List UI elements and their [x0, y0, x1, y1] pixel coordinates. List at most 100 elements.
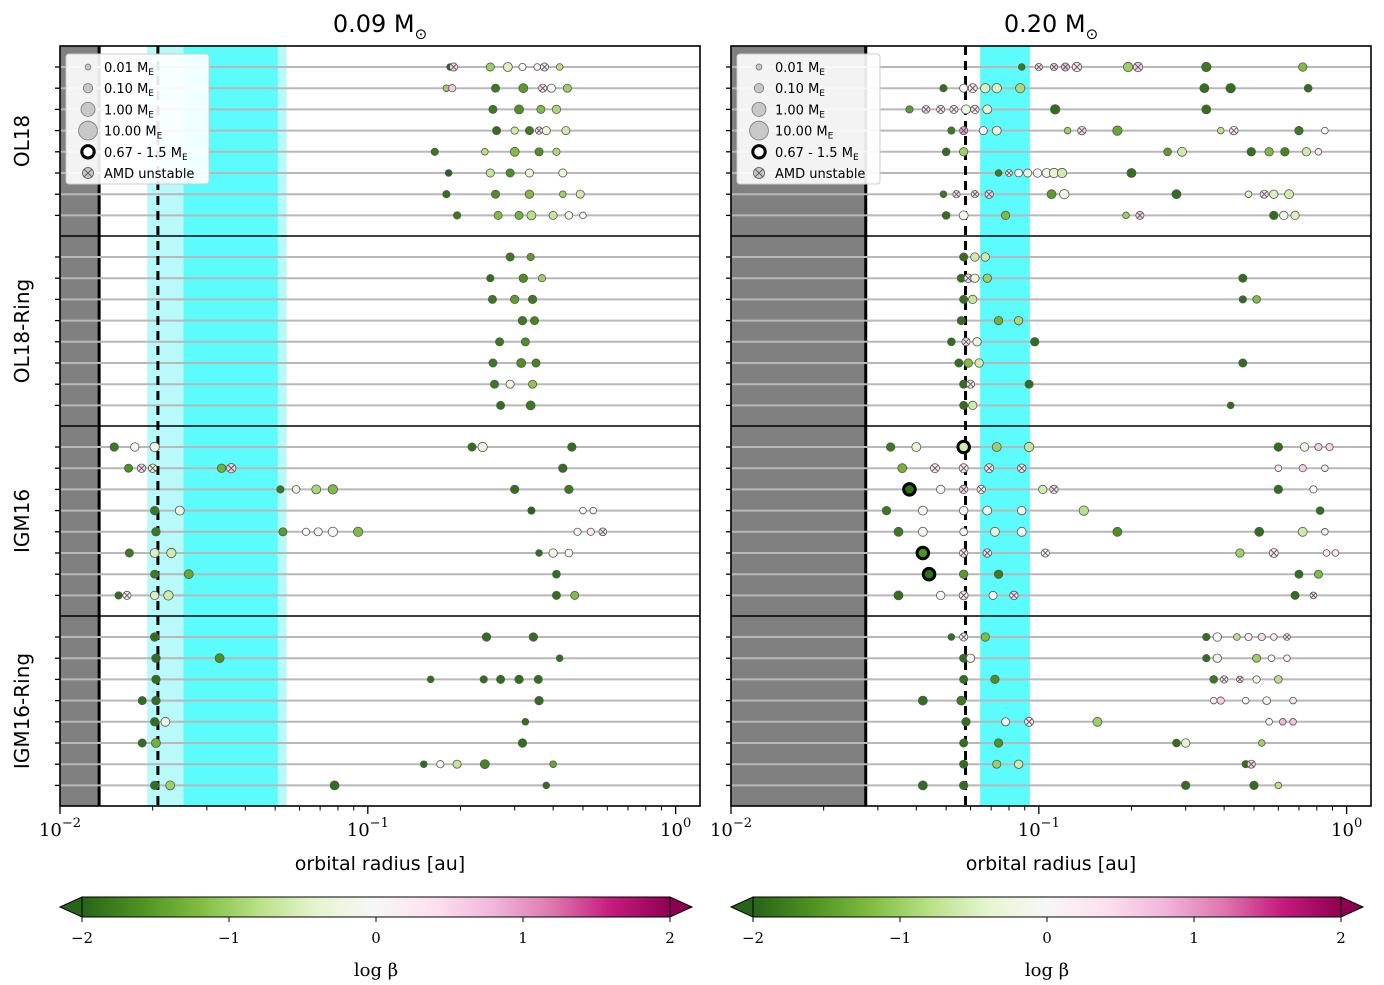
- planet: [564, 548, 574, 558]
- colorbar-extend-low: [58, 896, 83, 918]
- planet: [980, 252, 990, 262]
- planet: [982, 505, 993, 516]
- planet: [564, 211, 574, 220]
- colorbar-tick-label: 1: [518, 929, 528, 947]
- row-label: IGM16: [10, 489, 34, 553]
- planet: [1112, 125, 1123, 136]
- amd-cross-mark: [971, 106, 979, 113]
- planet: [954, 358, 964, 368]
- planet: [479, 675, 488, 684]
- amd-cross-mark: [1025, 718, 1033, 726]
- planet: [1274, 781, 1283, 790]
- planet: [1209, 696, 1218, 705]
- planet: [968, 400, 978, 411]
- planet: [492, 126, 502, 136]
- colorbar-tick-label: 2: [1336, 929, 1346, 947]
- planet: [1279, 210, 1289, 221]
- planet: [947, 126, 956, 135]
- planet: [921, 566, 937, 582]
- amd-cross-mark: [1010, 592, 1018, 599]
- planet: [149, 441, 160, 453]
- planet: [1246, 147, 1256, 157]
- planet: [1059, 189, 1070, 200]
- planet: [486, 274, 495, 283]
- planet: [481, 632, 492, 642]
- planet: [956, 316, 966, 326]
- legend-box: [65, 53, 210, 185]
- planet: [216, 463, 227, 473]
- planet: [1314, 148, 1323, 156]
- colorbar-tick-label: 0: [371, 929, 381, 947]
- planet: [994, 169, 1003, 177]
- amd-cross-mark: [978, 486, 985, 493]
- amd-cross-mark: [960, 486, 967, 493]
- colorbar-tick-label: 0: [1042, 929, 1052, 947]
- x-tick-label: 100: [1331, 816, 1362, 841]
- colorbar-tick-label: 2: [665, 929, 675, 947]
- planet: [1294, 125, 1304, 136]
- planet: [1126, 168, 1137, 178]
- planet: [165, 780, 176, 791]
- legend-label: AMD unstable: [104, 167, 194, 182]
- planet: [917, 695, 928, 706]
- planet: [528, 632, 538, 642]
- planet: [982, 104, 993, 115]
- planet: [151, 653, 161, 663]
- legend-label: 10.00 ME: [104, 125, 163, 142]
- amd-cross-mark: [1248, 761, 1255, 768]
- planet: [905, 105, 914, 114]
- planet: [558, 168, 568, 178]
- planet: [959, 505, 969, 516]
- planet: [327, 484, 338, 495]
- amd-cross-mark: [536, 127, 542, 134]
- planet: [897, 463, 908, 474]
- amd-cross-mark: [960, 633, 967, 641]
- legend-label: 0.01 ME: [775, 61, 825, 78]
- planet: [516, 358, 527, 368]
- planet: [567, 442, 577, 452]
- planet: [965, 653, 976, 663]
- amd-cross-mark: [1006, 170, 1012, 176]
- amd-cross-mark: [972, 191, 978, 197]
- legend-bold-marker: [751, 144, 767, 160]
- planet: [1024, 441, 1035, 453]
- planet: [893, 526, 904, 537]
- planet: [137, 696, 147, 706]
- planet: [151, 674, 161, 685]
- planet: [1209, 675, 1218, 684]
- planet: [530, 316, 539, 326]
- planet: [1056, 167, 1068, 179]
- planet: [546, 83, 556, 93]
- legend-amd-cross: [83, 168, 93, 178]
- planet: [881, 505, 892, 516]
- planet: [353, 526, 364, 537]
- legend-label: 0.67 - 1.5 ME: [104, 146, 188, 163]
- colorbar-label: log β: [354, 960, 398, 981]
- panel-frame: [59, 45, 701, 807]
- planet: [1309, 485, 1318, 494]
- amd-cross-mark: [1261, 191, 1268, 198]
- planet: [1290, 590, 1300, 600]
- planet: [313, 527, 323, 537]
- planet: [1290, 210, 1300, 221]
- x-tick-label: 100: [660, 816, 691, 841]
- legend-label: AMD unstable: [775, 167, 865, 182]
- legend-size-marker: [80, 101, 96, 117]
- amd-cross-mark: [539, 85, 546, 92]
- planet: [959, 780, 969, 791]
- planet: [1244, 632, 1253, 642]
- planet: [902, 482, 917, 497]
- legend-size-marker: [82, 83, 94, 94]
- planet: [579, 506, 587, 515]
- panel-1: 10−2 10−1 100 orbital radius [au] 0.09 M⊙ OL1…: [10, 10, 701, 875]
- planet: [1212, 653, 1222, 663]
- colorbar-extend-low: [729, 896, 754, 918]
- planet: [420, 760, 428, 768]
- colorbar-gradient: [752, 896, 1342, 918]
- legend-label: 1.00 ME: [775, 103, 825, 120]
- planet: [959, 569, 969, 579]
- planet: [1301, 147, 1312, 157]
- amd-cross-mark: [1062, 63, 1069, 71]
- planet: [961, 717, 971, 727]
- planet: [947, 633, 956, 641]
